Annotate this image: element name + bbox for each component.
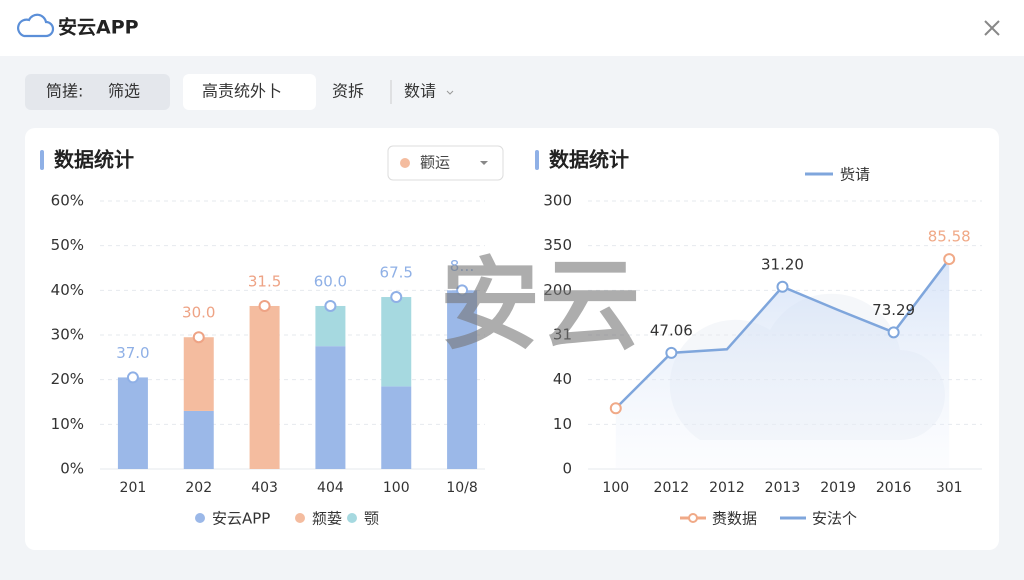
annotation: 67.5 (380, 264, 413, 282)
point-marker (887, 326, 900, 339)
bar-segment (249, 305, 280, 469)
header-bar (0, 0, 1024, 56)
x-tick-label: 404 (317, 480, 344, 496)
bar-segment (447, 290, 478, 469)
watermark: 安云 (440, 246, 640, 363)
legend-label: 安法个 (812, 510, 857, 528)
point-marker (192, 331, 205, 344)
dropdown-caret (480, 161, 488, 165)
bar-segment (183, 410, 214, 469)
point-marker (665, 346, 678, 359)
dropdown-dot (400, 158, 410, 168)
y-tick-label: 31 (553, 326, 572, 344)
point-marker (258, 299, 271, 312)
y-tick-label: 0% (60, 460, 84, 478)
title-accent (535, 150, 539, 170)
point-marker (324, 299, 337, 312)
filter-label: 筒搓: (46, 82, 83, 101)
filter-chip[interactable] (25, 74, 170, 110)
bar-segment (183, 337, 214, 411)
x-tick-label: 100 (383, 480, 410, 496)
x-tick-label: 100 (602, 480, 629, 496)
y-tick-label: 0 (562, 460, 572, 478)
annotation: 73.29 (872, 301, 915, 319)
y-tick-label: 60% (51, 192, 84, 210)
logo (17, 13, 55, 38)
tab[interactable]: 数请 (404, 82, 436, 101)
y-tick-label: 10% (51, 415, 84, 433)
legend-label: 赀请 (840, 166, 870, 184)
y-tick-label: 300 (543, 192, 572, 210)
legend-label: 安云APP (212, 510, 270, 528)
y-tick-label: 30% (51, 326, 84, 344)
x-tick-label: 301 (936, 480, 963, 496)
annotation: 47.06 (650, 321, 693, 339)
legend-dot (347, 513, 357, 523)
annotation: 37.0 (116, 344, 149, 362)
close-button[interactable] (984, 20, 1000, 36)
app-title: 安云APP (58, 16, 139, 39)
dropdown-caret (446, 90, 454, 95)
y-tick-label: 10 (553, 415, 572, 433)
bar-segment (315, 305, 346, 347)
x-tick-label: 403 (251, 480, 278, 496)
legend-dropdown[interactable] (387, 145, 504, 181)
point-marker (456, 284, 469, 297)
x-tick-label: 2012 (654, 480, 690, 496)
legend-label: 颒蒆 (312, 510, 342, 528)
y-tick-label: 20% (51, 370, 84, 388)
x-tick-label: 2013 (765, 480, 801, 496)
x-tick-label: 10/8 (446, 480, 477, 496)
y-tick-label: 350 (543, 236, 572, 254)
point-marker (609, 402, 622, 415)
annotation: 8… (450, 257, 475, 275)
x-tick-label: 201 (120, 480, 147, 496)
bar-segment (315, 346, 346, 469)
y-tick-label: 40% (51, 281, 84, 299)
y-tick-label: 40 (553, 370, 572, 388)
point-marker (126, 371, 139, 384)
x-tick-label: 2016 (876, 480, 912, 496)
x-tick-label: 202 (185, 480, 212, 496)
legend-dot (195, 513, 205, 523)
dropdown-label: 颧运 (420, 154, 450, 172)
legend-dot (295, 513, 305, 523)
legend-dot (688, 513, 698, 523)
y-tick-label: 200 (543, 281, 572, 299)
point-marker (943, 253, 956, 266)
tab[interactable]: 高责统外卜 (202, 82, 282, 101)
point-marker (776, 280, 789, 293)
area (615, 259, 950, 469)
title-accent (40, 150, 44, 170)
bar-segment (117, 377, 148, 469)
annotation: 30.0 (182, 304, 215, 322)
annotation: 31.20 (761, 255, 804, 273)
filter-value: 筛选 (108, 82, 140, 101)
y-tick-label: 50% (51, 236, 84, 254)
point-marker (390, 291, 403, 304)
x-tick-label: 2019 (820, 480, 856, 496)
x-tick-label: 2012 (709, 480, 745, 496)
bar-segment (381, 386, 412, 469)
annotation: 85.58 (928, 228, 971, 246)
chart-title: 数据统计 (54, 148, 134, 172)
bar-segment (381, 297, 412, 387)
chart-title: 数据统计 (549, 148, 629, 172)
legend-label: 赉数据 (712, 510, 757, 528)
annotation: 60.0 (314, 272, 347, 290)
legend-label: 颚 (364, 510, 379, 528)
tab[interactable]: 资拆 (332, 82, 364, 101)
tab-active[interactable] (183, 74, 316, 110)
annotation: 31.5 (248, 272, 281, 290)
